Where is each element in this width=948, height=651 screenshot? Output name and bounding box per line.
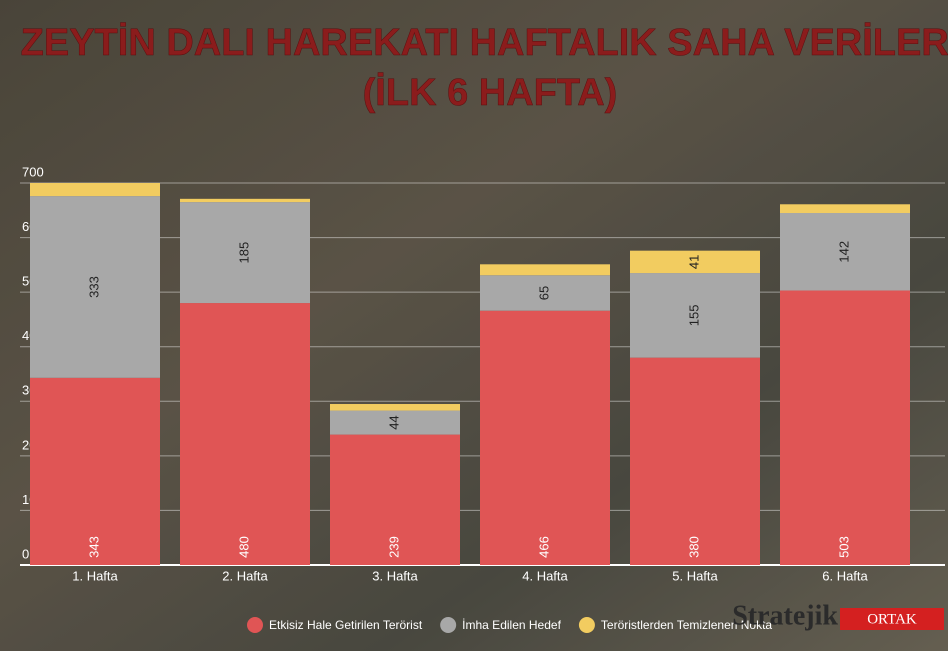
data-label: 466 [536,536,551,558]
data-label: 65 [536,286,551,300]
bar-segment [780,204,910,213]
data-label: 155 [686,304,701,326]
data-label: 333 [86,276,101,298]
bar-segment [330,404,460,411]
data-label: 480 [236,536,251,558]
data-label: 380 [686,536,701,558]
legend-label: İmha Edilen Hedef [462,618,561,632]
x-tick-label: 3. Hafta [372,568,418,583]
y-tick-label: 0 [22,546,29,561]
bar-segment [180,303,310,565]
chart-subtitle: (İLK 6 HAFTA) [363,72,618,114]
data-label: 503 [836,536,851,558]
x-tick-label: 5. Hafta [672,568,718,583]
x-tick-label: 2. Hafta [222,568,268,583]
bar-segment [480,311,610,565]
data-label: 239 [386,536,401,558]
x-tick-label: 4. Hafta [522,568,568,583]
x-tick-label: 1. Hafta [72,568,118,583]
bar-segment [180,199,310,202]
brand-name: Stratejik [732,600,838,631]
y-tick-label: 700 [22,164,44,179]
chart: ZEYTİN DALI HAREKATI HAFTALIK SAHA VERİL… [0,0,948,651]
bar-segment [630,358,760,565]
data-label: 185 [236,242,251,264]
x-tick-label: 6. Hafta [822,568,868,583]
data-label: 44 [386,415,401,429]
legend-swatch [440,617,456,633]
legend-label: Etkisiz Hale Getirilen Terörist [269,618,423,632]
data-label: 343 [86,536,101,558]
legend-swatch [247,617,263,633]
brand-tag: ORTAK [867,611,917,627]
bar-segment [30,183,160,196]
bar-segment [480,264,610,275]
legend-swatch [579,617,595,633]
data-label: 41 [686,255,701,269]
bar-segment [780,291,910,565]
chart-title: ZEYTİN DALI HAREKATI HAFTALIK SAHA VERİL… [21,22,948,64]
data-label: 142 [836,241,851,263]
